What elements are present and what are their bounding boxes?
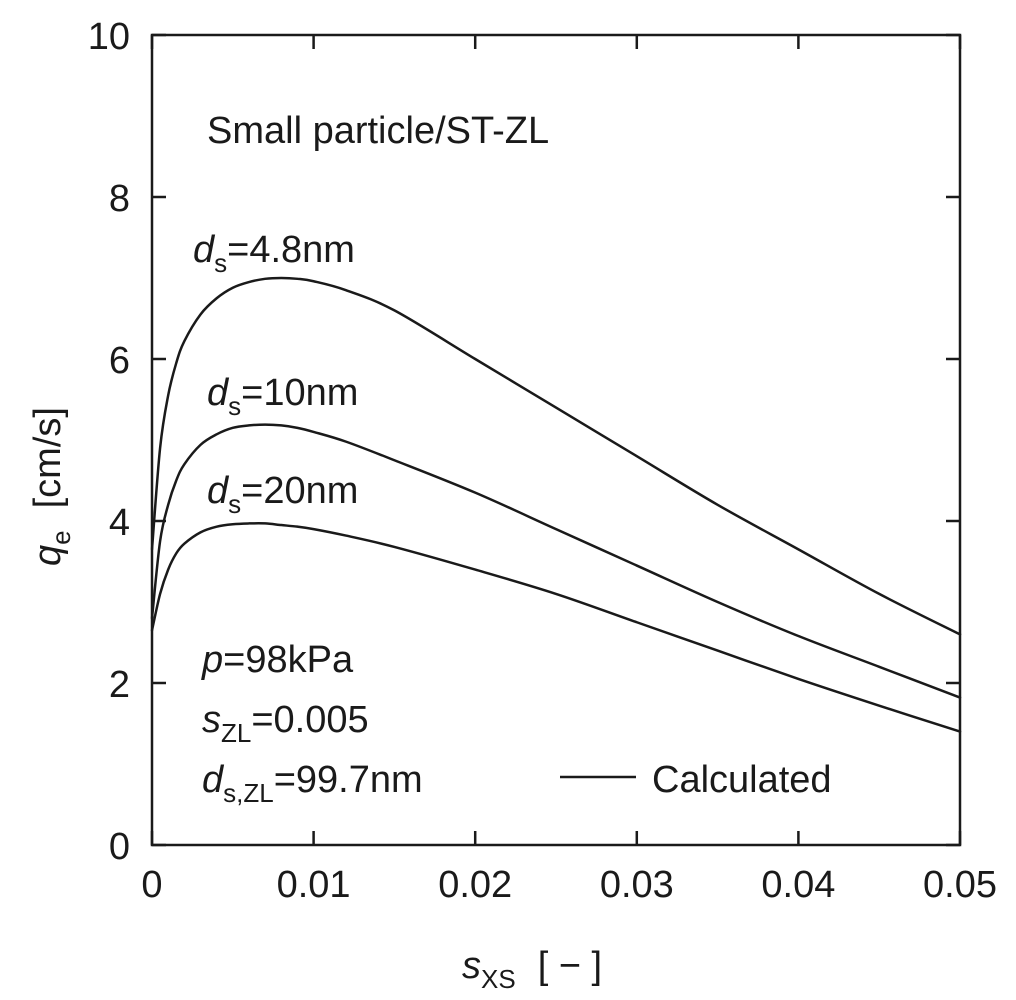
label-szl: sZL=0.005	[202, 699, 369, 748]
y-tick-label: 10	[88, 16, 130, 58]
x-tick-label: 0	[141, 864, 162, 906]
ds-var: d	[193, 229, 216, 271]
ds-value: =4.8nm	[227, 229, 355, 271]
szl-var: s	[202, 699, 221, 741]
series-line-3	[150, 522, 962, 733]
x-unit: [ − ]	[538, 945, 602, 987]
series-line-2	[150, 423, 962, 699]
ds-sub: s	[214, 248, 227, 278]
dszl-var: d	[202, 759, 225, 801]
label-pressure: p=98kPa	[201, 639, 354, 681]
p-var: p	[201, 639, 223, 681]
ds-sub: s	[228, 489, 241, 519]
ds-var: d	[207, 470, 230, 512]
ds-value: =10nm	[241, 372, 358, 414]
x-tick-label: 0.01	[277, 864, 351, 906]
ds-value: =20nm	[241, 470, 358, 512]
x-sub: XS	[481, 964, 516, 994]
ds-sub: s	[228, 391, 241, 421]
y-tick-label: 6	[109, 340, 130, 382]
x-var: s	[462, 945, 481, 987]
plot-frame	[150, 33, 962, 847]
x-tick-label: 0.02	[438, 864, 512, 906]
y-unit: [cm/s]	[27, 407, 69, 508]
dszl-value: =99.7nm	[274, 759, 423, 801]
y-axis-label: qe [cm/s]	[27, 407, 76, 566]
ds-var: d	[207, 372, 230, 414]
label-ds-4-8nm: ds=4.8nm	[193, 229, 355, 278]
y-tick-label: 0	[109, 826, 130, 868]
y-tick-label: 2	[109, 664, 130, 706]
szl-sub: ZL	[221, 718, 251, 748]
x-axis-label: sXS [ − ]	[462, 945, 602, 994]
y-tick-label: 4	[109, 502, 130, 544]
label-ds-10nm: ds=10nm	[207, 372, 358, 421]
x-tick-label: 0.05	[923, 864, 997, 906]
series-line-1	[150, 276, 962, 636]
chart-title: Small particle/ST-ZL	[207, 110, 549, 152]
szl-value: =0.005	[251, 699, 368, 741]
y-sub: e	[46, 530, 76, 544]
y-var: q	[27, 545, 69, 566]
dszl-sub: s,ZL	[223, 778, 274, 808]
x-tick-label: 0.03	[600, 864, 674, 906]
p-value: =98kPa	[223, 639, 354, 681]
y-tick-label: 8	[109, 178, 130, 220]
x-tick-label: 0.04	[761, 864, 835, 906]
label-ds-zl: ds,ZL=99.7nm	[202, 759, 423, 808]
label-ds-20nm: ds=20nm	[207, 470, 358, 519]
legend-label: Calculated	[652, 759, 832, 801]
